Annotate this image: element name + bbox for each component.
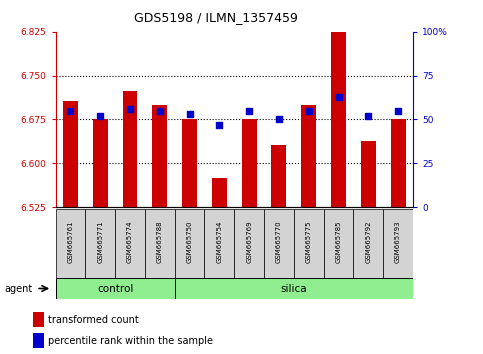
Bar — [33, 312, 44, 327]
Bar — [145, 209, 175, 278]
Bar — [123, 91, 138, 207]
Bar — [242, 120, 256, 207]
Point — [215, 122, 223, 127]
Text: silica: silica — [281, 284, 307, 293]
Bar — [115, 209, 145, 278]
Bar — [56, 278, 175, 299]
Bar — [175, 278, 413, 299]
Bar — [152, 105, 167, 207]
Bar — [63, 101, 78, 207]
Text: GSM665775: GSM665775 — [306, 221, 312, 263]
Point — [185, 112, 193, 117]
Point — [126, 106, 134, 112]
Point — [275, 117, 283, 122]
Text: GSM665754: GSM665754 — [216, 221, 222, 263]
Text: GSM665792: GSM665792 — [365, 221, 371, 263]
Bar — [294, 209, 324, 278]
Text: GSM665788: GSM665788 — [157, 221, 163, 263]
Point — [335, 94, 342, 99]
Bar — [383, 209, 413, 278]
Text: GDS5198 / ILMN_1357459: GDS5198 / ILMN_1357459 — [134, 11, 298, 24]
Point — [156, 108, 164, 114]
Bar — [264, 209, 294, 278]
Bar — [93, 120, 108, 207]
Bar — [271, 144, 286, 207]
Point — [394, 108, 402, 114]
Bar — [182, 120, 197, 207]
Text: GSM665793: GSM665793 — [395, 221, 401, 263]
Text: GSM665750: GSM665750 — [186, 221, 193, 263]
Text: percentile rank within the sample: percentile rank within the sample — [48, 336, 213, 346]
Bar — [204, 209, 234, 278]
Bar — [234, 209, 264, 278]
Bar — [301, 105, 316, 207]
Bar — [175, 209, 204, 278]
Bar — [324, 209, 354, 278]
Text: GSM665770: GSM665770 — [276, 221, 282, 263]
Bar — [354, 209, 383, 278]
Point — [245, 108, 253, 114]
Point — [67, 108, 74, 114]
Bar — [85, 209, 115, 278]
Bar — [331, 11, 346, 207]
Text: control: control — [97, 284, 133, 293]
Text: GSM665771: GSM665771 — [97, 221, 103, 263]
Text: GSM665785: GSM665785 — [336, 221, 341, 263]
Text: agent: agent — [5, 284, 33, 293]
Bar — [56, 209, 85, 278]
Text: GSM665769: GSM665769 — [246, 221, 252, 263]
Bar — [33, 333, 44, 348]
Bar — [212, 178, 227, 207]
Text: GSM665774: GSM665774 — [127, 221, 133, 263]
Point — [97, 113, 104, 119]
Point — [364, 113, 372, 119]
Text: GSM665761: GSM665761 — [68, 221, 73, 263]
Bar — [391, 120, 406, 207]
Text: transformed count: transformed count — [48, 315, 139, 325]
Bar — [361, 141, 376, 207]
Point — [305, 108, 313, 114]
